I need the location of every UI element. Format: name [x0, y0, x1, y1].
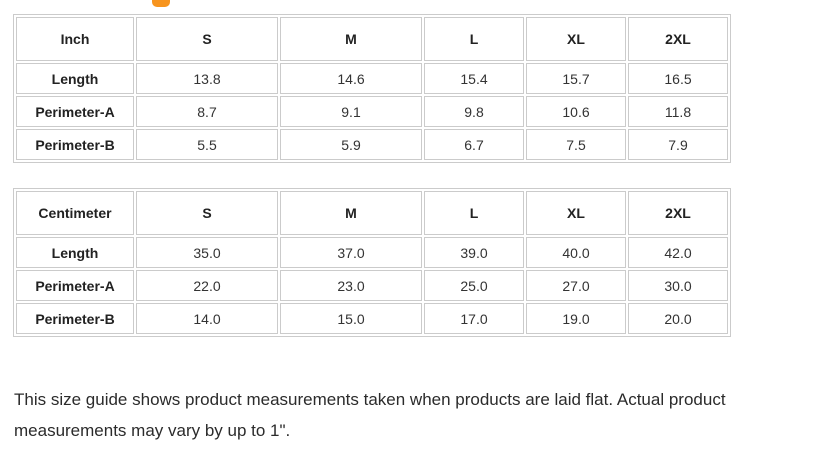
measurement-cell: 30.0 [628, 270, 728, 301]
row-label-cell: Perimeter-B [16, 129, 134, 160]
table-row: Length 13.8 14.6 15.4 15.7 16.5 [16, 63, 728, 94]
size-column-header: 2XL [628, 17, 728, 61]
disclaimer-line: measurements may vary by up to 1". [14, 421, 291, 440]
measurement-cell: 22.0 [136, 270, 278, 301]
unit-header-cell: Centimeter [16, 191, 134, 235]
measurement-cell: 6.7 [424, 129, 524, 160]
table-row: Perimeter-A 22.0 23.0 25.0 27.0 30.0 [16, 270, 728, 301]
table-row: Perimeter-A 8.7 9.1 9.8 10.6 11.8 [16, 96, 728, 127]
size-column-header: L [424, 17, 524, 61]
size-guide-section: Inch S M L XL 2XL Length 13.8 14.6 15.4 … [13, 14, 731, 337]
measurement-cell: 8.7 [136, 96, 278, 127]
row-label-cell: Perimeter-A [16, 96, 134, 127]
measurement-cell: 10.6 [526, 96, 626, 127]
size-column-header: L [424, 191, 524, 235]
row-label-cell: Perimeter-B [16, 303, 134, 334]
measurement-cell: 40.0 [526, 237, 626, 268]
size-column-header: XL [526, 191, 626, 235]
clipped-heading-fragment [152, 0, 170, 7]
measurement-cell: 16.5 [628, 63, 728, 94]
table-header-row: Centimeter S M L XL 2XL [16, 191, 728, 235]
inch-size-table: Inch S M L XL 2XL Length 13.8 14.6 15.4 … [13, 14, 731, 163]
measurement-cell: 27.0 [526, 270, 626, 301]
measurement-cell: 20.0 [628, 303, 728, 334]
measurement-cell: 5.9 [280, 129, 422, 160]
size-column-header: S [136, 191, 278, 235]
row-label-cell: Perimeter-A [16, 270, 134, 301]
unit-header-cell: Inch [16, 17, 134, 61]
table-row: Perimeter-B 5.5 5.9 6.7 7.5 7.9 [16, 129, 728, 160]
size-column-header: XL [526, 17, 626, 61]
size-guide-disclaimer: This size guide shows product measuremen… [14, 384, 726, 446]
measurement-cell: 7.9 [628, 129, 728, 160]
measurement-cell: 14.6 [280, 63, 422, 94]
measurement-cell: 13.8 [136, 63, 278, 94]
measurement-cell: 17.0 [424, 303, 524, 334]
measurement-cell: 15.4 [424, 63, 524, 94]
row-label-cell: Length [16, 63, 134, 94]
measurement-cell: 42.0 [628, 237, 728, 268]
measurement-cell: 23.0 [280, 270, 422, 301]
table-row: Perimeter-B 14.0 15.0 17.0 19.0 20.0 [16, 303, 728, 334]
measurement-cell: 9.8 [424, 96, 524, 127]
size-column-header: S [136, 17, 278, 61]
measurement-cell: 35.0 [136, 237, 278, 268]
centimeter-size-table: Centimeter S M L XL 2XL Length 35.0 37.0… [13, 188, 731, 337]
measurement-cell: 25.0 [424, 270, 524, 301]
size-column-header: M [280, 191, 422, 235]
measurement-cell: 37.0 [280, 237, 422, 268]
measurement-cell: 39.0 [424, 237, 524, 268]
table-row: Length 35.0 37.0 39.0 40.0 42.0 [16, 237, 728, 268]
measurement-cell: 7.5 [526, 129, 626, 160]
measurement-cell: 15.0 [280, 303, 422, 334]
size-column-header: M [280, 17, 422, 61]
disclaimer-line: This size guide shows product measuremen… [14, 390, 726, 409]
measurement-cell: 14.0 [136, 303, 278, 334]
size-column-header: 2XL [628, 191, 728, 235]
measurement-cell: 19.0 [526, 303, 626, 334]
measurement-cell: 5.5 [136, 129, 278, 160]
measurement-cell: 15.7 [526, 63, 626, 94]
measurement-cell: 11.8 [628, 96, 728, 127]
row-label-cell: Length [16, 237, 134, 268]
measurement-cell: 9.1 [280, 96, 422, 127]
table-header-row: Inch S M L XL 2XL [16, 17, 728, 61]
